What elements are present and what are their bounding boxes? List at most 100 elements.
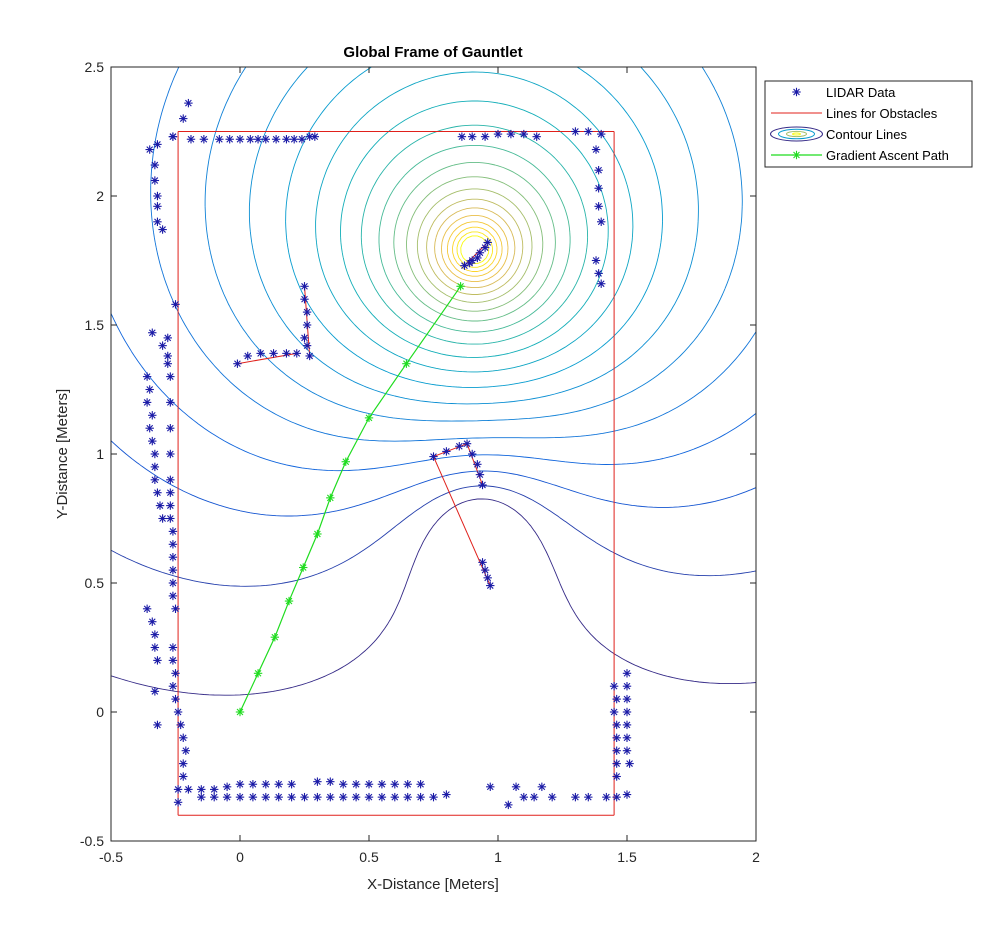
contour-level: [446, 221, 503, 277]
contour-level: [315, 71, 634, 373]
lidar-point: [153, 488, 162, 497]
lidar-point: [197, 785, 206, 794]
y-tick-label: -0.5: [80, 833, 104, 849]
lidar-point: [168, 565, 178, 575]
lidar-point: [171, 694, 180, 704]
lidar-point: [225, 135, 234, 144]
y-tick-label: 2: [96, 188, 104, 204]
gradient-path-point: [402, 359, 411, 368]
lidar-point: [455, 442, 464, 451]
lidar-point: [377, 780, 387, 789]
lidar-point: [173, 785, 183, 794]
lidar-point: [153, 140, 162, 149]
lidar-point: [235, 135, 245, 144]
lidar-point: [179, 772, 188, 781]
lidar-point: [622, 733, 632, 742]
legend-item: Lines for Obstacles: [771, 106, 938, 121]
x-tick-label: 1.5: [617, 849, 637, 865]
lidar-point: [150, 462, 160, 472]
lidar-point: [148, 436, 157, 446]
contour-level: [452, 226, 498, 272]
lidar-point: [235, 780, 245, 789]
lidar-point: [609, 682, 619, 691]
lidar-point: [475, 248, 485, 257]
lidar-point: [150, 160, 160, 170]
lidar-point: [248, 792, 258, 802]
lidar-point: [416, 792, 425, 802]
lidar-point: [166, 514, 175, 523]
lidar-point: [184, 785, 193, 794]
y-tick-label: 0.5: [85, 575, 105, 591]
lidar-point: [297, 135, 307, 144]
lidar-point: [282, 349, 291, 358]
lidar-point: [597, 279, 606, 288]
lidar-point: [429, 452, 438, 461]
lidar-point: [148, 617, 157, 626]
legend-symbol-contour: [770, 126, 823, 142]
lidar-point: [622, 669, 632, 678]
legend-item: Gradient Ascent Path: [771, 148, 949, 163]
lidar-point: [282, 135, 291, 144]
lidar-point: [292, 349, 301, 358]
lidar-point: [145, 424, 154, 433]
lidar-point: [339, 780, 348, 789]
gradient-path-point: [253, 669, 263, 678]
lidar-point: [460, 261, 469, 270]
lidar-point: [511, 782, 521, 792]
legend-symbol-gradient: [792, 150, 801, 160]
lidar-point: [173, 707, 183, 717]
lidar-point: [547, 792, 557, 802]
lidar-point: [153, 720, 162, 730]
lidar-point: [486, 581, 495, 590]
lidar-points: [142, 98, 634, 810]
lidar-point: [171, 300, 180, 309]
lidar-point: [300, 792, 309, 802]
axes: -0.5 0 0.5 1 1.5 2 -0.5 0 0.5 1 1.5 2 2.5: [80, 59, 760, 865]
lidar-point: [584, 792, 593, 802]
lidar-point: [256, 349, 265, 358]
lidar-point: [184, 98, 193, 108]
legend-label: Contour Lines: [826, 127, 907, 142]
lidar-point: [197, 792, 206, 802]
lidar-point: [468, 132, 477, 141]
lidar-point: [150, 643, 160, 652]
contour-level: [248, 67, 699, 405]
legend-item: Contour Lines: [770, 126, 907, 142]
gradient-path-point: [284, 596, 294, 606]
lidar-point: [622, 746, 632, 755]
lidar-point: [261, 780, 270, 789]
lidar-point: [210, 792, 219, 802]
lidar-point: [148, 328, 157, 337]
contour-level: [360, 124, 589, 345]
lidar-point: [150, 449, 160, 459]
y-tick-label: 2.5: [85, 59, 105, 75]
lidar-point: [166, 449, 175, 459]
legend-label: Gradient Ascent Path: [826, 148, 949, 163]
contour-level: [426, 198, 524, 295]
lidar-point: [171, 669, 180, 678]
lidar-point: [181, 746, 191, 755]
x-axis-label: X-Distance [Meters]: [367, 876, 499, 893]
lidar-point: [158, 225, 167, 234]
gradient-path-point: [313, 529, 322, 539]
contour-level: [111, 485, 756, 587]
lidar-point: [168, 553, 178, 562]
lidar-point: [158, 514, 167, 523]
lidar-point: [462, 439, 472, 448]
legend-label: Lines for Obstacles: [826, 106, 938, 121]
lidar-point: [597, 129, 606, 139]
lidar-point: [390, 792, 399, 802]
lidar-point: [166, 424, 175, 433]
contour-lines: [111, 67, 756, 696]
lidar-point: [302, 341, 312, 350]
legend-symbol-contour: [778, 128, 815, 140]
lidar-point: [150, 687, 160, 696]
lidar-point: [326, 792, 335, 802]
x-tick-label: 2: [752, 849, 760, 865]
lidar-point: [142, 604, 152, 613]
lidar-point: [166, 398, 175, 407]
lidar-point: [171, 604, 180, 613]
lidar-point: [243, 351, 252, 361]
lidar-point: [287, 780, 296, 789]
